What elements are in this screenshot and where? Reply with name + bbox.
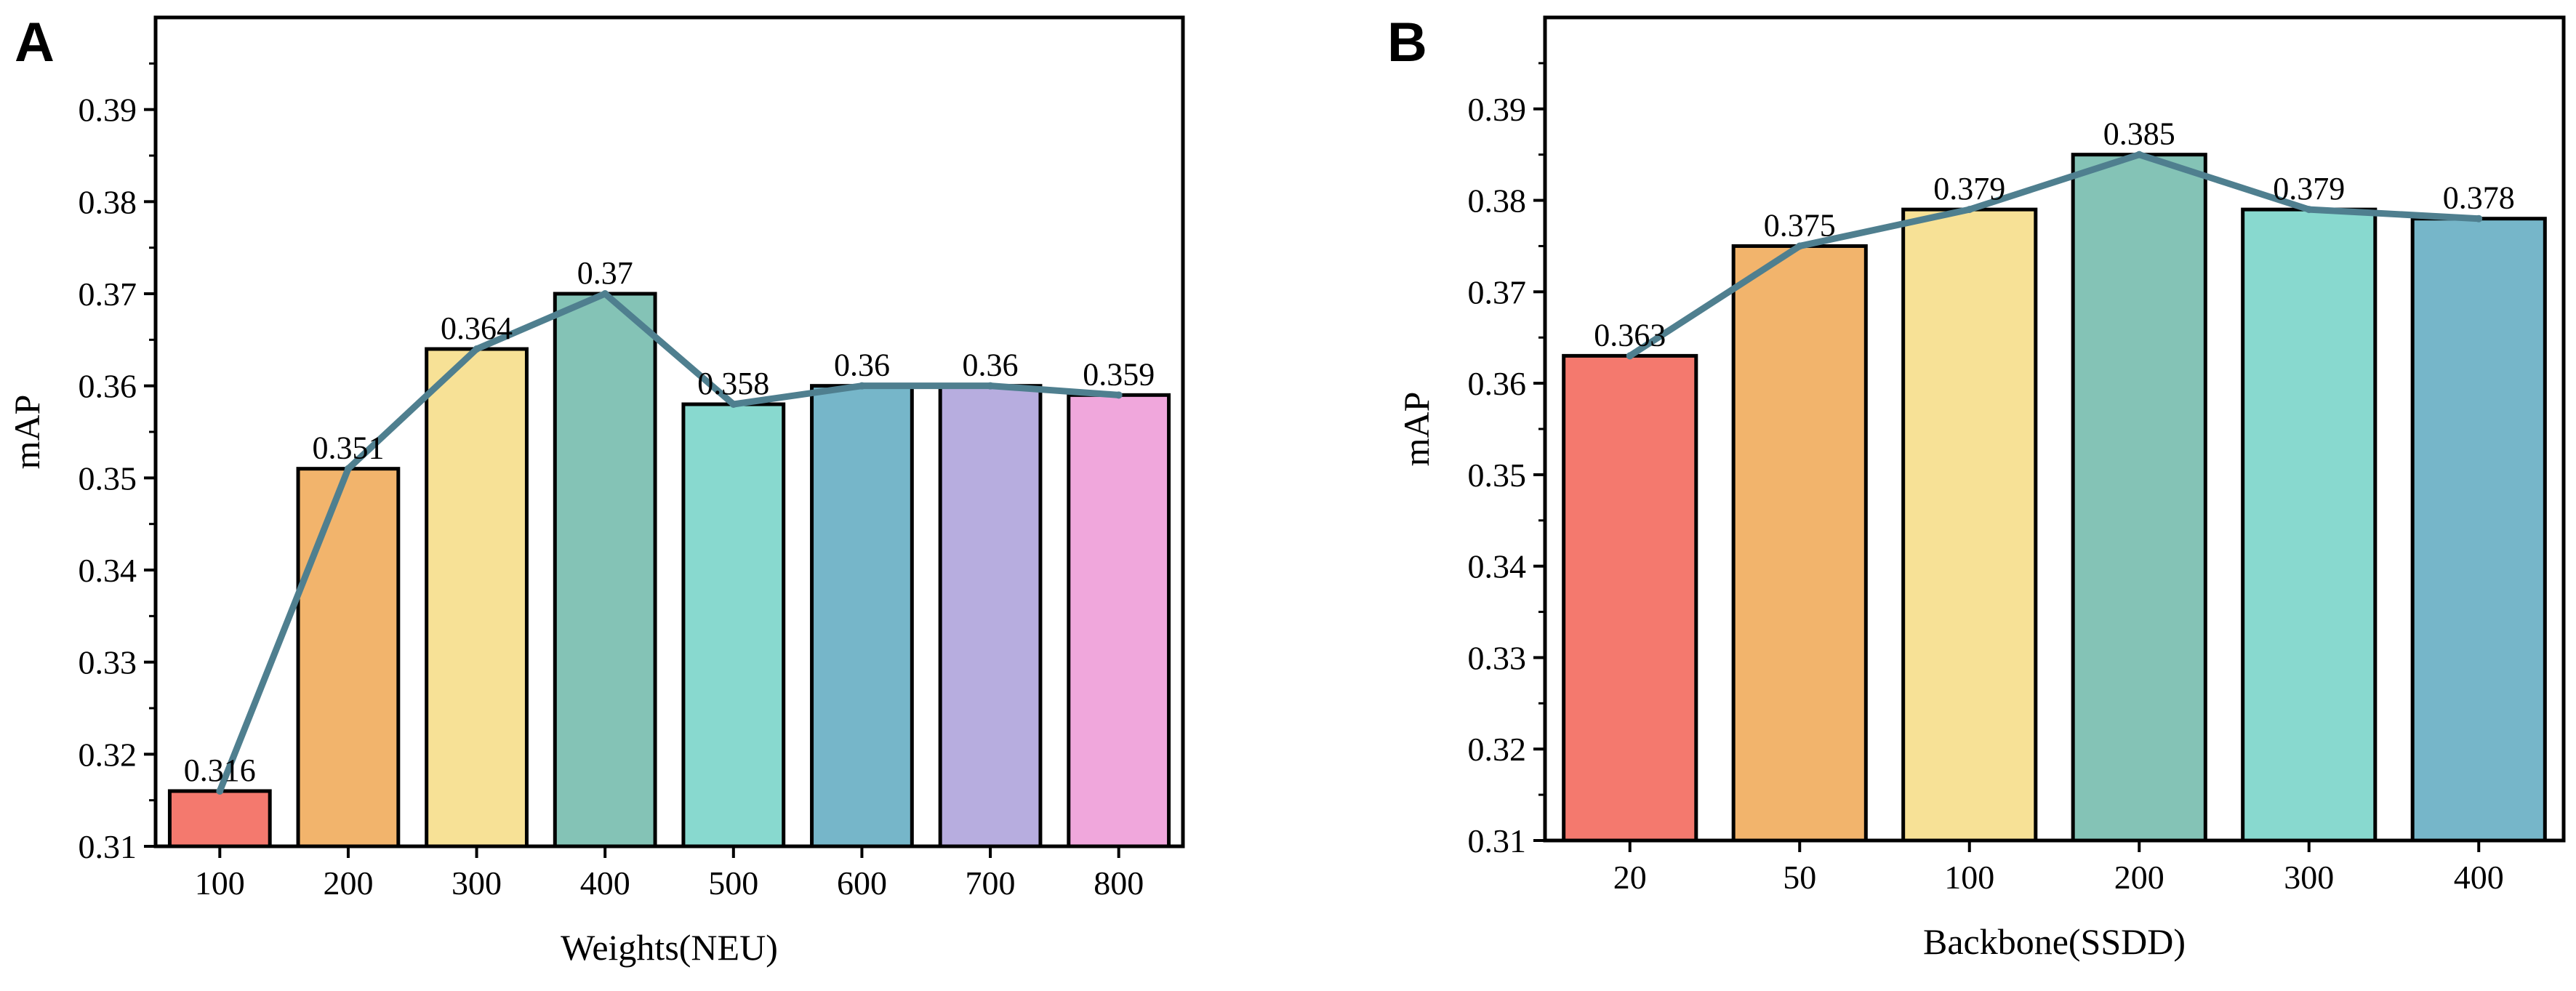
bar [1731,244,1868,843]
y-tick-label: 0.31 [79,828,137,865]
y-tick-label: 0.35 [1468,457,1527,494]
data-label: 0.36 [963,348,1019,383]
y-tick-label: 0.33 [79,644,137,681]
line-point [1626,352,1634,360]
panel-letter-b: B [1387,12,1427,73]
line-point [344,465,352,473]
series-line [1626,151,2482,359]
line-point [1965,206,1973,214]
panel-letter-a: A [15,12,55,73]
line-point [216,787,224,795]
line-point [1796,242,1804,250]
bar [1901,207,2038,843]
bar [296,467,401,848]
data-label: 0.379 [2273,171,2345,206]
series-line [216,290,1123,795]
y-axis-title: mAP [7,395,47,470]
x-tick-label: 400 [580,864,630,902]
data-label: 0.379 [1933,171,2005,206]
y-tick-label: 0.39 [79,92,137,129]
data-label: 0.375 [1764,207,1836,243]
bar [553,292,657,848]
data-label: 0.364 [441,310,513,346]
y-tick-label: 0.39 [1468,91,1527,128]
bar [2241,207,2378,843]
y-tick-label: 0.37 [1468,273,1527,310]
y-tick-label: 0.35 [79,460,137,497]
line-point [473,345,481,353]
data-label: 0.37 [577,255,633,291]
line-point [858,382,866,390]
y-tick-label: 0.31 [1468,822,1527,859]
x-axis-title: Weights(NEU) [561,927,778,968]
line-point [987,382,995,390]
bar [681,402,786,848]
y-tick-label: 0.33 [1468,639,1527,676]
line-point [601,290,609,297]
y-tick-label: 0.37 [79,276,137,313]
x-tick-label: 300 [2284,859,2334,896]
data-label: 0.385 [2103,116,2175,152]
x-tick-label: 300 [452,864,502,902]
x-axis-title: Backbone(SSDD) [1923,921,2186,962]
y-tick-label: 0.34 [1468,548,1527,585]
bar [2410,217,2547,843]
data-label: 0.359 [1083,356,1155,392]
bar [2071,153,2207,843]
x-tick-label: 800 [1094,864,1144,902]
bar [167,789,272,848]
line-point [2135,151,2143,159]
y-tick-label: 0.32 [79,736,137,773]
data-label: 0.36 [834,348,890,383]
panel-a: A 0.316 0.351 0.364 0.37 0.358 0.36 0.36 0.359 0… [7,12,1185,968]
line-point [1115,391,1123,399]
line-point [2475,214,2483,222]
bar [1562,353,1698,843]
panel-b: B 0.363 0.375 0.379 0.385 0.379 0.378 0.31 0.32… [1387,12,2566,962]
x-tick-label: 500 [708,864,758,902]
x-tick-label: 100 [1944,859,1994,896]
x-tick-label: 50 [1783,859,1816,896]
x-tick-label: 20 [1613,859,1647,896]
y-tick-label: 0.38 [79,183,137,220]
data-label: 0.363 [1594,317,1666,353]
bar [1067,393,1171,848]
data-label: 0.351 [312,430,384,466]
y-tick-label: 0.38 [1468,182,1527,220]
y-tick-label: 0.36 [1468,365,1527,402]
x-tick-label: 200 [2114,859,2164,896]
x-tick-label: 100 [195,864,245,902]
y-axis-title: mAP [1396,392,1437,467]
x-tick-label: 200 [323,864,373,902]
bar [938,384,1043,848]
x-tick-label: 400 [2454,859,2504,896]
data-label: 0.378 [2443,180,2515,216]
y-tick-label: 0.32 [1468,731,1527,768]
y-tick-label: 0.34 [79,552,137,589]
line-point [2305,206,2313,214]
bar [425,347,529,848]
x-tick-label: 700 [966,864,1016,902]
y-tick-label: 0.36 [79,368,137,405]
line-point [729,401,737,408]
bar [810,384,914,848]
x-tick-label: 600 [837,864,887,902]
data-label: 0.316 [184,753,256,788]
data-label: 0.358 [697,366,769,401]
